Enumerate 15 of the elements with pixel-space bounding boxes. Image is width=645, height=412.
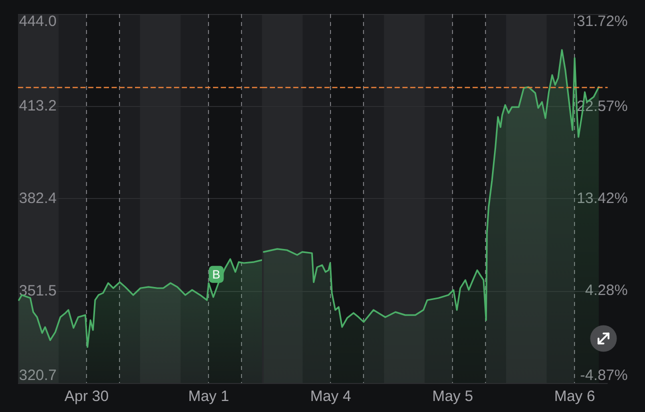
y-tick-label: 351.5 — [19, 282, 57, 300]
x-tick-label: May 1 — [188, 388, 230, 405]
x-tick-label: May 4 — [310, 388, 352, 405]
text: 4.28% — [585, 282, 628, 300]
text: 31.72% — [576, 13, 628, 30]
y-tick-label: 320.7 — [19, 367, 57, 384]
annotation: B — [212, 267, 220, 282]
x-tick-label: May 6 — [554, 388, 596, 405]
y-tick-label: 444.0 — [19, 13, 57, 30]
y-tick-label: 413.2 — [19, 98, 57, 115]
x-tick-label: Apr 30 — [64, 388, 109, 405]
text: -4.87% — [580, 367, 628, 384]
text: 13.42% — [576, 190, 628, 208]
x-tick-label: May 5 — [432, 388, 474, 405]
y-tick-label: 382.4 — [19, 190, 57, 207]
